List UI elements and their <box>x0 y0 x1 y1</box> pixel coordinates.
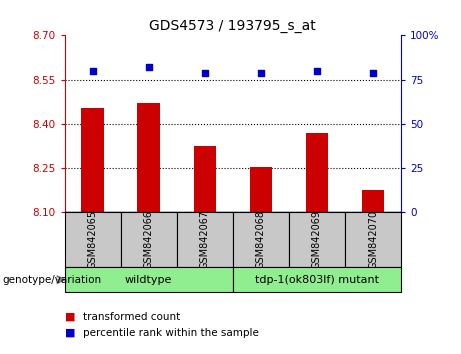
Bar <box>306 133 328 212</box>
Point <box>201 70 208 75</box>
Text: wildtype: wildtype <box>125 275 172 285</box>
Bar <box>233 212 289 267</box>
Text: GSM842069: GSM842069 <box>312 210 322 269</box>
Bar <box>233 267 401 292</box>
Text: genotype/variation: genotype/variation <box>2 275 101 285</box>
Bar <box>82 108 104 212</box>
Bar <box>65 267 233 292</box>
Text: GSM842067: GSM842067 <box>200 210 210 269</box>
Text: GSM842070: GSM842070 <box>368 210 378 269</box>
Point <box>313 68 321 74</box>
Bar <box>177 212 233 267</box>
Point <box>89 68 96 74</box>
Text: GSM842068: GSM842068 <box>256 210 266 269</box>
Bar <box>137 103 160 212</box>
Title: GDS4573 / 193795_s_at: GDS4573 / 193795_s_at <box>149 19 316 33</box>
Text: ■: ■ <box>65 328 75 338</box>
Bar <box>362 190 384 212</box>
Text: transformed count: transformed count <box>83 312 180 322</box>
Text: GSM842065: GSM842065 <box>88 210 98 269</box>
Bar <box>289 212 345 267</box>
Text: ■: ■ <box>65 312 75 322</box>
Bar <box>194 146 216 212</box>
Point <box>369 70 377 75</box>
Bar <box>121 212 177 267</box>
Point <box>145 64 152 70</box>
Bar <box>65 212 121 267</box>
Text: tdp-1(ok803lf) mutant: tdp-1(ok803lf) mutant <box>255 275 379 285</box>
Text: GSM842066: GSM842066 <box>144 210 154 269</box>
Text: percentile rank within the sample: percentile rank within the sample <box>83 328 259 338</box>
Point <box>257 70 265 75</box>
Bar <box>250 167 272 212</box>
Bar <box>345 212 401 267</box>
